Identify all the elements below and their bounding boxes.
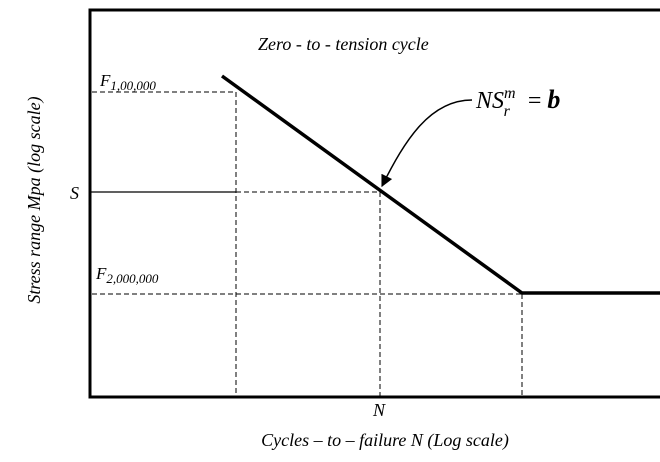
n-label: N: [372, 400, 386, 420]
frame: [88, 8, 660, 399]
eq-sup: m: [504, 85, 516, 102]
eq-b: b: [547, 85, 560, 114]
equation: NSm r = b: [475, 85, 560, 120]
eq-sub: r: [504, 103, 511, 120]
eq-base: NS: [475, 88, 504, 114]
guide-lines: [92, 91, 523, 396]
eq-rhs: =: [528, 88, 548, 114]
s-label: S: [70, 183, 79, 203]
f1-label: F1,00,000: [99, 71, 156, 93]
f2-label: F2,000,000: [95, 264, 159, 286]
x-axis-label: Cycles – to – failure N (Log scale): [261, 430, 509, 451]
f2-base: F: [95, 264, 107, 283]
f2-sub: 2,000,000: [106, 271, 159, 286]
sn-curve: [220, 74, 660, 295]
title: Zero - to - tension cycle: [258, 34, 429, 54]
f1-sub: 1,00,000: [110, 78, 156, 93]
arrow: [381, 99, 473, 188]
y-axis-label: Stress range Mpa (log scale): [24, 96, 45, 303]
f1-base: F: [99, 71, 111, 90]
